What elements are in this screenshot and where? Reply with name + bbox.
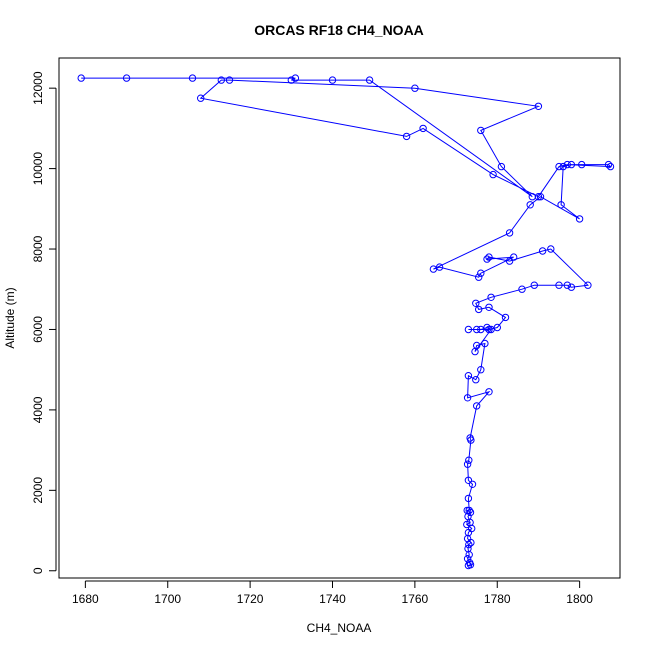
data-point: [489, 170, 497, 179]
data-point: [465, 506, 473, 515]
data-point: [197, 94, 205, 102]
x-tick-label: 1780: [484, 592, 511, 606]
data-point: [466, 434, 474, 442]
y-tick-label: 8000: [31, 235, 45, 262]
data-point: [518, 285, 526, 293]
data-point: [419, 124, 427, 133]
data-point: [555, 281, 563, 289]
data-point: [463, 506, 471, 515]
data-point: [528, 193, 536, 201]
y-axis-label: Altitude (m): [3, 287, 17, 348]
data-point: [477, 366, 485, 374]
data-point: [464, 494, 473, 503]
data-point: [485, 303, 493, 311]
data-point: [466, 559, 474, 567]
data-point: [584, 281, 592, 289]
data-point: [563, 160, 571, 169]
data-point: [188, 74, 197, 82]
x-tick-label: 1760: [402, 592, 429, 606]
data-point: [217, 76, 226, 84]
data-point: [328, 76, 337, 84]
data-point: [485, 325, 493, 334]
data-point: [497, 162, 506, 171]
data-point: [475, 305, 483, 314]
chart-title: ORCAS RF18 CH4_NOAA: [254, 22, 424, 38]
data-point: [77, 74, 85, 82]
data-point: [463, 394, 472, 402]
data-point: [606, 162, 615, 171]
y-tick-label: 4000: [31, 396, 45, 423]
data-point: [365, 76, 374, 84]
x-tick-label: 1740: [319, 592, 346, 606]
data-point: [559, 162, 567, 171]
data-point: [483, 255, 491, 263]
data-point: [575, 215, 584, 223]
series-group: [77, 74, 615, 570]
data-point: [538, 247, 547, 255]
data-point: [472, 299, 480, 307]
data-point: [122, 74, 131, 82]
data-point: [534, 102, 543, 111]
data-point: [485, 253, 493, 261]
x-tick-label: 1680: [72, 592, 99, 606]
data-point: [557, 201, 565, 209]
data-point: [429, 265, 438, 273]
data-point: [501, 313, 510, 322]
data-point: [287, 76, 295, 84]
data-point: [477, 325, 485, 334]
data-point: [473, 325, 481, 334]
data-point: [547, 245, 555, 253]
data-point: [493, 323, 501, 332]
data-point: [473, 402, 481, 410]
data-point: [464, 476, 473, 484]
y-tick-label: 2000: [31, 477, 45, 504]
data-point: [604, 160, 613, 169]
y-tick-label: 0: [31, 567, 45, 574]
x-axis: 1680 1700 1720 1740 1760 1780 1800: [72, 580, 593, 606]
series-line: [81, 77, 612, 566]
data-point: [402, 132, 411, 141]
data-point: [291, 74, 300, 82]
data-point: [472, 376, 480, 384]
data-point: [463, 460, 472, 468]
data-point: [463, 555, 472, 563]
data-point: [567, 283, 576, 291]
data-point: [536, 193, 545, 201]
plot-frame: [58, 57, 621, 579]
y-axis: 0 2000 4000 6000 8000 10000 12000: [31, 71, 57, 574]
data-point: [578, 160, 586, 169]
data-point: [411, 84, 419, 92]
data-point: [464, 544, 472, 553]
x-tick-label: 1700: [154, 592, 181, 606]
data-point: [505, 257, 514, 265]
data-point: [477, 269, 485, 277]
y-tick-label: 6000: [31, 316, 45, 343]
data-point: [464, 325, 473, 334]
x-axis-label: CH4_NOAA: [307, 621, 372, 635]
x-tick-label: 1720: [237, 592, 264, 606]
data-point: [477, 126, 485, 135]
y-tick-label: 12000: [31, 71, 45, 105]
x-tick-label: 1800: [566, 592, 593, 606]
data-point: [475, 273, 483, 281]
data-point: [510, 253, 518, 261]
y-tick-label: 10000: [31, 152, 45, 186]
data-point: [465, 456, 473, 464]
data-point: [471, 347, 479, 356]
data-point: [487, 293, 495, 301]
data-point: [464, 372, 473, 380]
data-point: [481, 339, 489, 348]
data-point: [468, 480, 477, 488]
data-point: [505, 229, 514, 237]
data-point: [555, 162, 563, 171]
data-point: [563, 281, 571, 289]
data-point: [225, 76, 234, 84]
data-point: [485, 388, 493, 396]
data-point: [567, 160, 576, 169]
data-point: [530, 281, 538, 289]
data-point: [526, 201, 534, 209]
